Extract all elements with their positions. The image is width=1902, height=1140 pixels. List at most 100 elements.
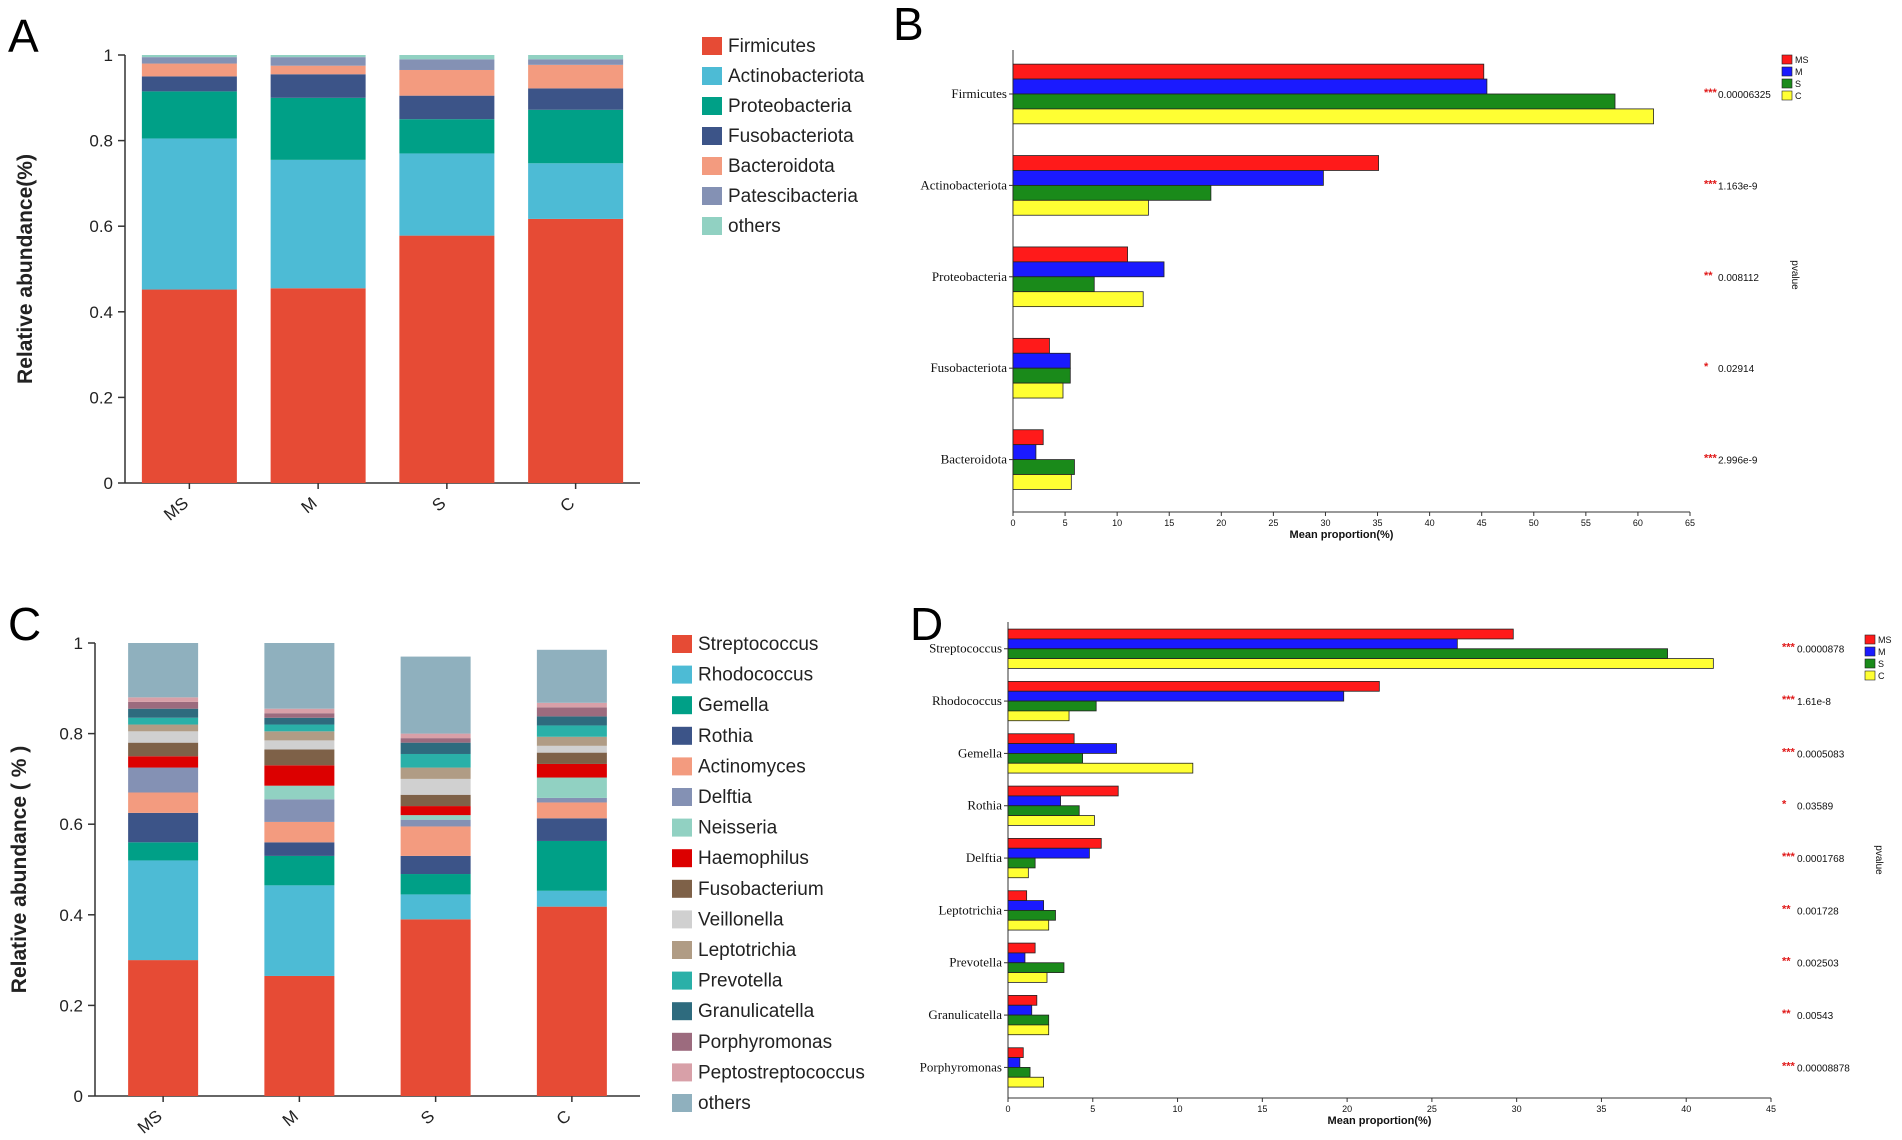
category-label-delftia: Delftia [966, 850, 1002, 865]
x-tick-label-m: M [279, 1107, 302, 1131]
bar-actinobacteriota-c [1012, 199, 1149, 216]
x-tick-label-c: C [557, 494, 579, 516]
category-label-gemella: Gemella [958, 745, 1002, 760]
bar-segment-s-rhodococcus [400, 894, 471, 920]
panel-d-grouped-bar-chart: D 0 5 10 15 20 25 30 35 40 45 Mean proportion(%) Str… [910, 598, 1892, 1127]
legend-swatch-veillonella [672, 910, 692, 929]
significance-marker-porphyromonas: *** [1782, 1060, 1796, 1072]
legend-swatch-patescibacteria [702, 187, 722, 205]
x-tick-label: 20 [1342, 1104, 1352, 1114]
pvalue-actinobacteriota: 1.163e-9 [1718, 181, 1758, 192]
legend-swatch-streptococcus [672, 635, 692, 653]
bar-segment-ms-leptotrichia [128, 724, 199, 732]
legend-swatch-peptostreptococcus [672, 1063, 692, 1082]
bar-gemella-m [1007, 743, 1117, 754]
bar-segment-c-proteobacteria [528, 109, 624, 164]
bar-segment-ms-porphyromonas [128, 701, 199, 709]
significance-marker-bacteroidota: *** [1704, 453, 1718, 465]
bar-proteobacteria-c [1012, 291, 1144, 308]
panel-letter-c: C [8, 598, 41, 650]
bar-rothia-m [1007, 795, 1061, 807]
bar-proteobacteria-ms [1012, 246, 1128, 263]
bar-streptococcus-ms [1007, 628, 1514, 640]
bar-segment-s-actinomyces [400, 826, 471, 856]
bar-rhodococcus-m [1007, 690, 1345, 702]
legend-label-prevotella: Prevotella [698, 971, 783, 992]
bar-rothia-s [1007, 805, 1080, 816]
bar-prevotella-s [1007, 962, 1065, 973]
legend-swatch-ms [1781, 54, 1793, 65]
legend-swatch-gemella [672, 696, 692, 715]
bar-segment-ms-fusobacteriota [141, 76, 237, 92]
bar-segment-c-streptococcus [536, 906, 607, 1096]
bar-segment-s-firmicutes [399, 235, 495, 483]
legend-label-fusobacterium: Fusobacterium [698, 879, 824, 900]
significance-marker-streptococcus: *** [1782, 642, 1796, 654]
pvalue-gemella: 0.0005083 [1797, 749, 1845, 760]
x-tick-label: 65 [1685, 518, 1695, 528]
bar-gemella-s [1007, 753, 1084, 764]
y-tick-label: 0.4 [89, 303, 113, 322]
legend-label-proteobacteria: Proteobacteria [728, 96, 852, 117]
x-tick-label: 25 [1427, 1104, 1437, 1114]
x-tick-label-ms: MS [134, 1107, 166, 1138]
bar-actinobacteriota-ms [1012, 155, 1379, 171]
category-label-fusobacteriota: Fusobacteriota [930, 360, 1007, 375]
bar-leptotrichia-m [1007, 900, 1045, 911]
bar-proteobacteria-m [1012, 261, 1165, 278]
legend-swatch-rothia [672, 726, 692, 745]
bar-segment-ms-fusobacterium [128, 742, 199, 757]
significance-marker-gemella: *** [1782, 746, 1796, 758]
bar-segment-m-granulicatella [264, 717, 335, 725]
x-tick-label: 50 [1529, 518, 1539, 528]
pvalue-porphyromonas: 0.00008878 [1797, 1063, 1850, 1074]
legend-swatch-actinobacteriota [702, 67, 722, 85]
bar-granulicatella-m [1007, 1004, 1033, 1016]
legend-label-haemophilus: Haemophilus [698, 848, 809, 869]
x-tick-label: 25 [1268, 518, 1278, 528]
bar-segment-m-others [264, 643, 335, 709]
legend-label-fusobacteriota: Fusobacteriota [728, 126, 854, 147]
bar-segment-s-others [399, 55, 495, 60]
legend-label-bacteroidota: Bacteroidota [728, 156, 835, 177]
pvalue-prevotella: 0.002503 [1797, 959, 1839, 970]
legend-label-c: C [1795, 91, 1802, 101]
pvalue-rothia: 0.03589 [1797, 802, 1834, 813]
pvalue-bacteroidota: 2.996e-9 [1718, 456, 1758, 467]
bar-segment-ms-actinobacteriota [141, 138, 237, 290]
legend-label-actinomyces: Actinomyces [698, 756, 806, 777]
x-tick-label-m: M [298, 494, 321, 518]
bar-streptococcus-m [1007, 638, 1458, 650]
legend-swatch-m [1781, 66, 1793, 77]
legend-label-veillonella: Veillonella [698, 909, 784, 930]
bar-segment-m-peptostreptococcus [264, 708, 335, 714]
pvalue-fusobacteriota: 0.02914 [1718, 364, 1755, 375]
bar-segment-m-others [270, 55, 366, 58]
bar-segment-c-rhodococcus [536, 890, 607, 907]
x-tick-label-s: S [429, 494, 450, 516]
bar-segment-c-rothia [536, 818, 607, 841]
bar-segment-c-others [528, 55, 624, 60]
bar-segment-s-streptococcus [400, 919, 471, 1096]
bar-segment-s-rothia [400, 855, 471, 875]
x-axis-title: Mean proportion(%) [1328, 1115, 1432, 1127]
pvalue-proteobacteria: 0.008112 [1718, 273, 1759, 284]
y-axis-title: Relative abundance(%) [14, 154, 37, 384]
bar-segment-c-porphyromonas [536, 707, 607, 717]
x-tick-label: 0 [1010, 518, 1015, 528]
bar-segment-s-peptostreptococcus [400, 733, 471, 739]
bar-bacteroidota-c [1012, 474, 1072, 490]
pvalue-firmicutes: 0.00006325 [1718, 90, 1771, 101]
y-tick-label: 1 [104, 46, 113, 65]
bar-bacteroidota-s [1012, 459, 1075, 475]
bar-segment-m-fusobacterium [264, 749, 335, 766]
category-label-porphyromonas: Porphyromonas [920, 1059, 1002, 1074]
x-tick-label: 0 [1005, 1104, 1010, 1114]
legend-label-neisseria: Neisseria [698, 818, 778, 839]
bar-fusobacteriota-s [1012, 367, 1071, 384]
bar-fusobacteriota-c [1012, 382, 1064, 399]
bar-segment-c-actinobacteriota [528, 163, 624, 219]
bar-leptotrichia-ms [1007, 890, 1028, 901]
bar-porphyromonas-ms [1007, 1047, 1024, 1058]
legend-swatch-actinomyces [672, 757, 692, 776]
